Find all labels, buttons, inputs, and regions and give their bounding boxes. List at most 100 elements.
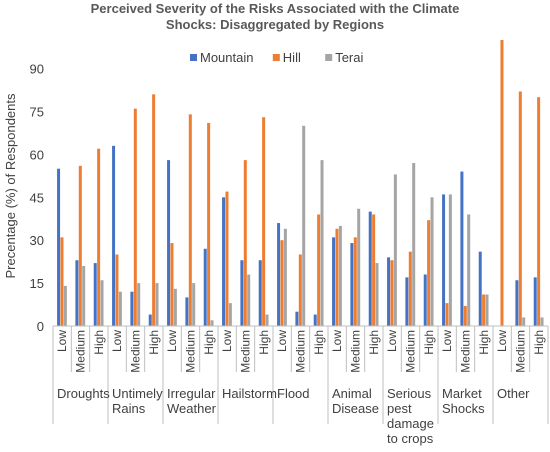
x-tick-label-high: High (477, 330, 491, 355)
bar-hill-25 (518, 91, 522, 326)
x-tick-label-low: Low (110, 330, 124, 352)
bar-mountain-18 (387, 257, 391, 326)
bar-terai-9 (228, 303, 232, 326)
bar-mountain-25 (515, 280, 519, 326)
x-tick-label-low: Low (440, 330, 454, 352)
bar-hill-11 (262, 117, 266, 326)
x-tick-label-low: Low (330, 330, 344, 352)
x-tick-label-high: High (257, 330, 271, 355)
bar-hill-3 (115, 254, 119, 326)
x-group-label: Other (497, 386, 530, 401)
x-group-label: Rains (112, 401, 146, 416)
x-tick-label-high: High (532, 330, 546, 355)
x-group-label: Weather (167, 401, 217, 416)
chart-title-line-1: Perceived Severity of the Risks Associat… (90, 1, 460, 16)
x-tick-label-low: Low (220, 330, 234, 352)
bar-hill-23 (482, 294, 486, 326)
x-tick-label-high: High (92, 330, 106, 355)
y-tick-label: 90 (30, 62, 44, 77)
bar-terai-4 (137, 283, 141, 326)
bar-hill-22 (463, 305, 467, 326)
bar-hill-26 (537, 97, 541, 326)
bar-terai-13 (302, 125, 306, 326)
bar-terai-14 (320, 160, 324, 326)
bar-terai-5 (155, 283, 159, 326)
bar-mountain-14 (313, 314, 317, 326)
bar-terai-10 (247, 274, 251, 326)
x-tick-label-high: High (147, 330, 161, 355)
bar-terai-18 (393, 174, 397, 326)
bar-hill-15 (335, 228, 339, 326)
bar-terai-3 (118, 291, 122, 326)
x-tick-label-high: High (422, 330, 436, 355)
bar-terai-16 (357, 208, 361, 326)
bar-mountain-7 (185, 297, 189, 326)
x-tick-label-medium: Medium (294, 330, 308, 373)
x-group-label: Shocks (442, 401, 485, 416)
bar-mountain-12 (277, 223, 281, 326)
chart-title-line-2: Shocks: Disaggregated by Regions (165, 17, 385, 32)
x-group-label: Untimely (112, 386, 163, 401)
x-tick-label-low: Low (495, 330, 509, 352)
bar-terai-11 (265, 314, 269, 326)
legend-label-mountain: Mountain (200, 50, 253, 65)
x-group-label: Irregular (167, 386, 216, 401)
bar-mountain-22 (460, 171, 464, 326)
x-tick-label-medium: Medium (239, 330, 253, 373)
bar-terai-0 (63, 285, 67, 326)
bar-mountain-9 (222, 197, 226, 326)
legend-swatch-mountain (190, 54, 197, 61)
bar-mountain-17 (368, 211, 372, 326)
bar-terai-8 (210, 320, 214, 326)
bar-hill-19 (408, 251, 412, 326)
x-group-label: Flood (277, 386, 310, 401)
bar-mountain-11 (258, 260, 262, 326)
y-tick-label: 45 (30, 190, 44, 205)
bar-terai-17 (375, 263, 379, 326)
x-tick-label-low: Low (275, 330, 289, 352)
bar-terai-15 (338, 225, 342, 326)
bar-hill-20 (427, 220, 431, 326)
x-tick-label-medium: Medium (514, 330, 528, 373)
bar-mountain-10 (240, 260, 244, 326)
bar-mountain-8 (203, 248, 207, 326)
bar-mountain-16 (350, 243, 354, 326)
x-tick-label-medium: Medium (349, 330, 363, 373)
bar-terai-1 (82, 265, 86, 326)
legend-label-terai: Terai (335, 50, 363, 65)
bar-mountain-5 (148, 314, 152, 326)
bar-terai-7 (192, 283, 196, 326)
x-group-label: Market (442, 386, 482, 401)
bar-hill-14 (317, 214, 321, 326)
bar-hill-1 (78, 165, 82, 326)
x-tick-label-high: High (312, 330, 326, 355)
bar-mountain-4 (130, 291, 134, 326)
bar-hill-2 (97, 148, 101, 326)
bar-mountain-19 (405, 277, 409, 326)
x-group-label: to crops (387, 431, 434, 446)
bar-hill-0 (60, 237, 64, 326)
x-group-label: Droughts (57, 386, 110, 401)
bar-terai-22 (467, 214, 471, 326)
bar-hill-10 (243, 160, 247, 326)
bar-hill-24 (500, 40, 504, 326)
legend-swatch-hill (272, 54, 280, 61)
bar-hill-13 (298, 254, 302, 326)
bar-hill-6 (170, 243, 174, 326)
bar-mountain-26 (533, 277, 537, 326)
bar-terai-21 (448, 194, 452, 326)
bar-mountain-1 (75, 260, 79, 326)
y-tick-label: 0 (37, 319, 44, 334)
bar-terai-2 (100, 280, 104, 326)
bar-terai-19 (412, 162, 416, 326)
bar-mountain-15 (332, 237, 336, 326)
y-tick-label: 15 (30, 276, 44, 291)
x-tick-label-medium: Medium (459, 330, 473, 373)
x-tick-label-medium: Medium (129, 330, 143, 373)
y-tick-label: 30 (30, 233, 44, 248)
bar-terai-25 (522, 317, 526, 326)
x-group-label: Hailstorm (222, 386, 277, 401)
bar-mountain-20 (423, 274, 427, 326)
